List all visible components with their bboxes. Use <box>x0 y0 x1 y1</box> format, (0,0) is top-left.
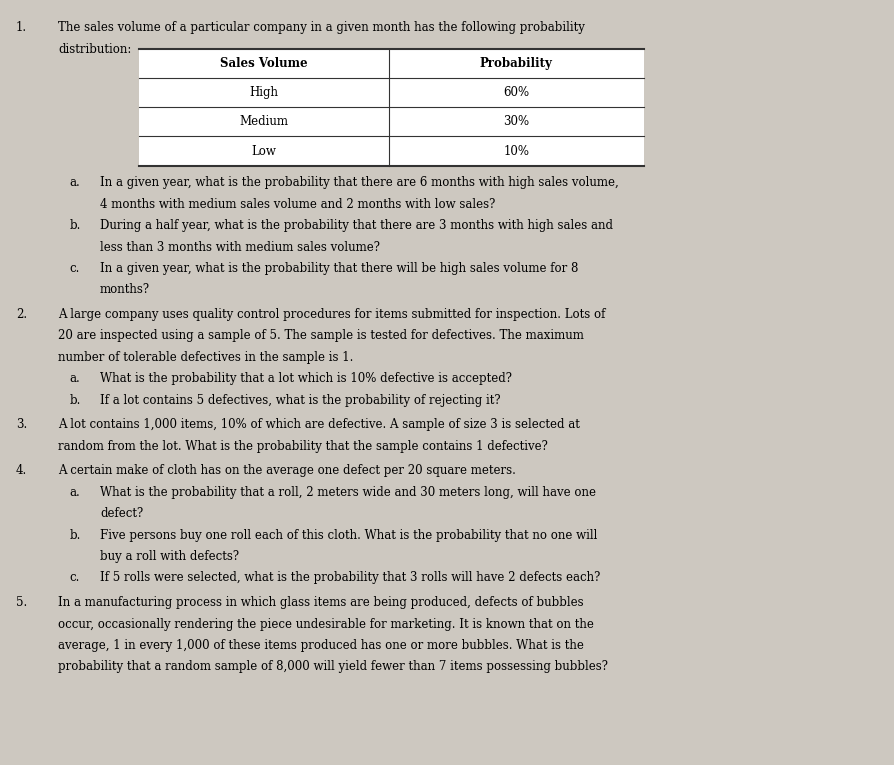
Text: 4.: 4. <box>16 464 28 477</box>
Text: What is the probability that a lot which is 10% defective is accepted?: What is the probability that a lot which… <box>100 373 512 386</box>
Text: In a given year, what is the probability that there will be high sales volume fo: In a given year, what is the probability… <box>100 262 578 275</box>
Text: A certain make of cloth has on the average one defect per 20 square meters.: A certain make of cloth has on the avera… <box>58 464 516 477</box>
Text: If a lot contains 5 defectives, what is the probability of rejecting it?: If a lot contains 5 defectives, what is … <box>100 394 501 407</box>
Text: Low: Low <box>251 145 276 158</box>
Text: 30%: 30% <box>503 116 529 129</box>
Text: less than 3 months with medium sales volume?: less than 3 months with medium sales vol… <box>100 240 380 253</box>
Text: occur, occasionally rendering the piece undesirable for marketing. It is known t: occur, occasionally rendering the piece … <box>58 617 594 630</box>
Text: A lot contains 1,000 items, 10% of which are defective. A sample of size 3 is se: A lot contains 1,000 items, 10% of which… <box>58 418 580 431</box>
Text: 1.: 1. <box>16 21 27 34</box>
Text: 5.: 5. <box>16 596 28 609</box>
Text: If 5 rolls were selected, what is the probability that 3 rolls will have 2 defec: If 5 rolls were selected, what is the pr… <box>100 571 601 584</box>
Text: Probability: Probability <box>480 57 552 70</box>
Text: b.: b. <box>70 394 81 407</box>
Text: In a given year, what is the probability that there are 6 months with high sales: In a given year, what is the probability… <box>100 176 619 189</box>
Text: During a half year, what is the probability that there are 3 months with high sa: During a half year, what is the probabil… <box>100 219 613 232</box>
Text: defect?: defect? <box>100 507 143 520</box>
Text: c.: c. <box>70 262 80 275</box>
Text: random from the lot. What is the probability that the sample contains 1 defectiv: random from the lot. What is the probabi… <box>58 440 548 453</box>
Text: number of tolerable defectives in the sample is 1.: number of tolerable defectives in the sa… <box>58 351 353 364</box>
Text: In a manufacturing process in which glass items are being produced, defects of b: In a manufacturing process in which glas… <box>58 596 584 609</box>
Text: probability that a random sample of 8,000 will yield fewer than 7 items possessi: probability that a random sample of 8,00… <box>58 660 608 673</box>
Text: 3.: 3. <box>16 418 28 431</box>
Text: a.: a. <box>70 486 80 499</box>
Text: 60%: 60% <box>503 86 529 99</box>
Text: Medium: Medium <box>240 116 288 129</box>
Text: 2.: 2. <box>16 308 27 321</box>
Text: distribution:: distribution: <box>58 43 131 56</box>
Text: Five persons buy one roll each of this cloth. What is the probability that no on: Five persons buy one roll each of this c… <box>100 529 597 542</box>
Text: months?: months? <box>100 283 150 296</box>
Text: c.: c. <box>70 571 80 584</box>
Text: average, 1 in every 1,000 of these items produced has one or more bubbles. What : average, 1 in every 1,000 of these items… <box>58 639 584 652</box>
Text: a.: a. <box>70 373 80 386</box>
Text: b.: b. <box>70 219 81 232</box>
Text: A large company uses quality control procedures for items submitted for inspecti: A large company uses quality control pro… <box>58 308 605 321</box>
Text: What is the probability that a roll, 2 meters wide and 30 meters long, will have: What is the probability that a roll, 2 m… <box>100 486 596 499</box>
Bar <box>139 49 644 165</box>
Text: a.: a. <box>70 176 80 189</box>
Text: 20 are inspected using a sample of 5. The sample is tested for defectives. The m: 20 are inspected using a sample of 5. Th… <box>58 330 584 343</box>
Text: buy a roll with defects?: buy a roll with defects? <box>100 550 240 563</box>
Text: 4 months with medium sales volume and 2 months with low sales?: 4 months with medium sales volume and 2 … <box>100 197 495 210</box>
Text: The sales volume of a particular company in a given month has the following prob: The sales volume of a particular company… <box>58 21 585 34</box>
Text: Sales Volume: Sales Volume <box>220 57 308 70</box>
Text: 10%: 10% <box>503 145 529 158</box>
Text: High: High <box>249 86 278 99</box>
Text: b.: b. <box>70 529 81 542</box>
